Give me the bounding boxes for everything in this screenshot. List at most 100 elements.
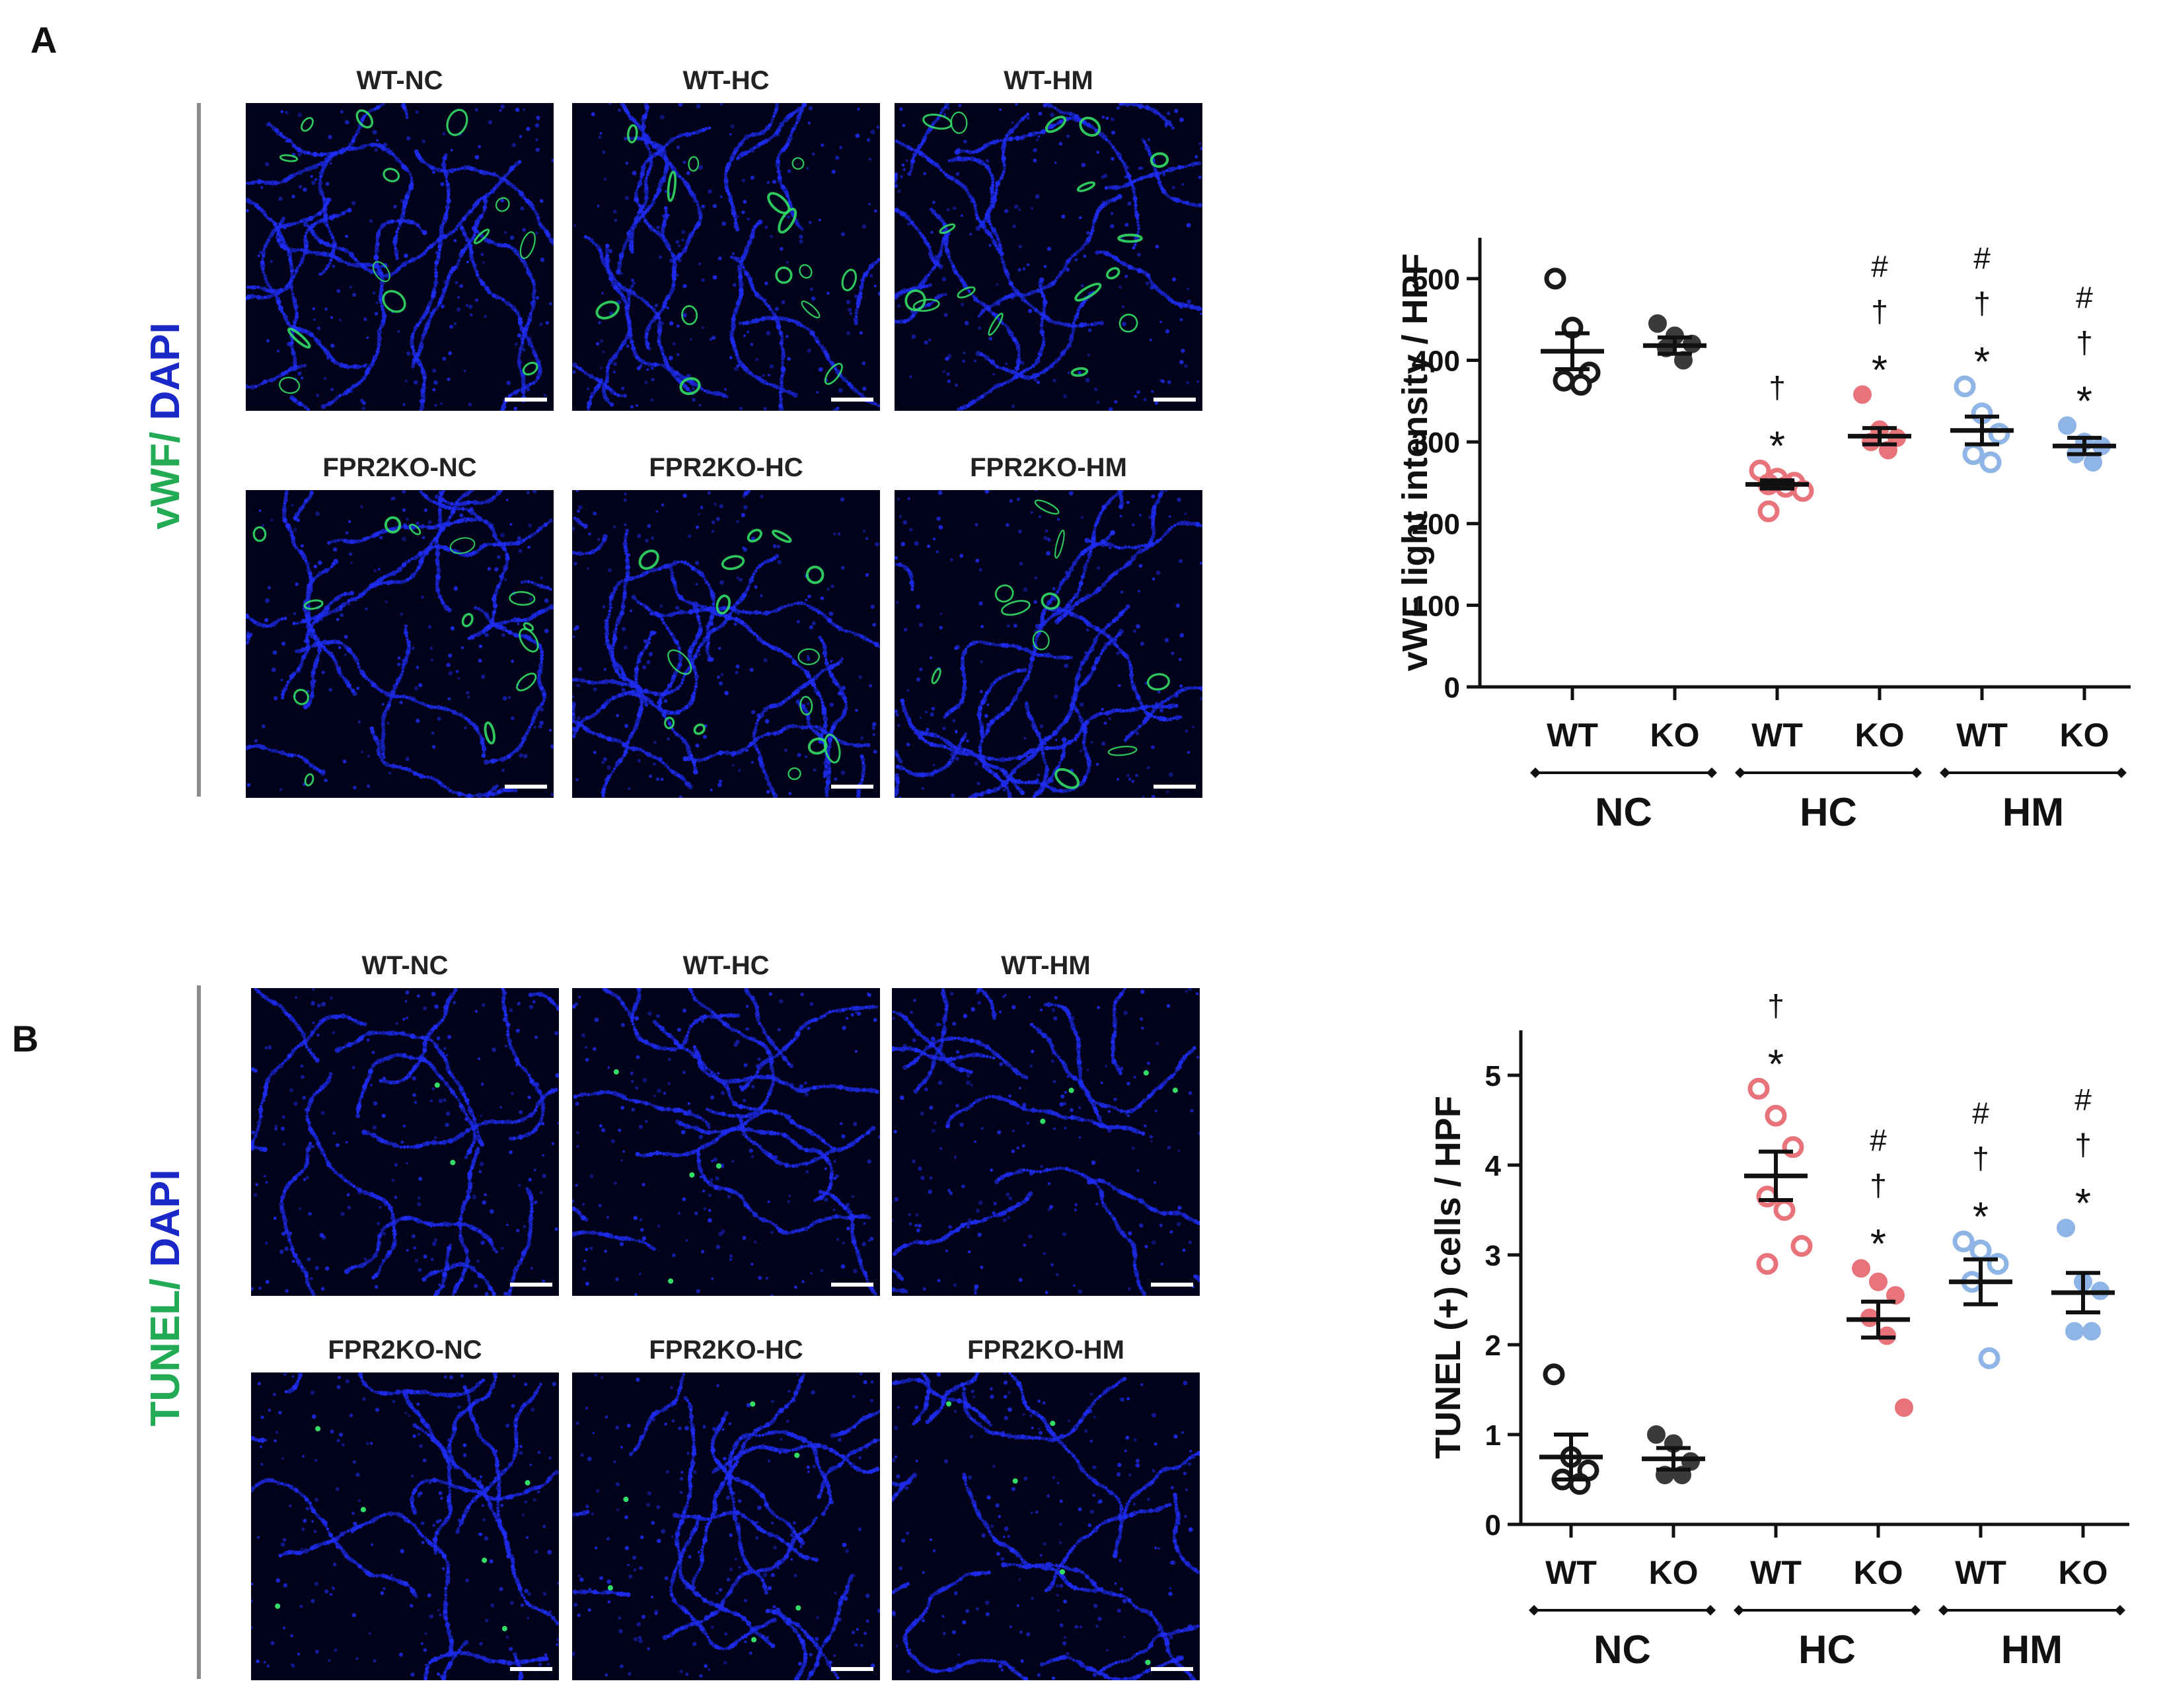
micrograph-tile: FPR2KO-NC [251, 1335, 559, 1680]
scale-bar [505, 785, 547, 789]
y-tick-label: 1 [1485, 1419, 1501, 1452]
scale-bar [1154, 785, 1196, 789]
bracket-end [1706, 767, 1717, 778]
bracket-end [2115, 1605, 2125, 1616]
panel-b-letter: B [12, 1018, 39, 1059]
tile-title: WT-HC [682, 66, 770, 95]
significance-mark: * [1872, 347, 1888, 393]
significance-mark: † [1769, 370, 1786, 404]
data-point [1647, 1425, 1666, 1444]
x-tick-label: WT [1545, 1554, 1597, 1591]
bracket-end [2116, 767, 2127, 778]
y-tick-label: 2 [1485, 1330, 1501, 1362]
data-point [1952, 1230, 1975, 1253]
data-point [1895, 1398, 1913, 1417]
group-bracket-label: NC [1594, 1627, 1651, 1672]
significance-mark: † [1767, 988, 1784, 1022]
panel-a-letter: A [30, 19, 57, 61]
micrograph-tile: FPR2KO-HC [572, 1335, 880, 1680]
group-bracket-label: HC [1798, 1627, 1856, 1672]
x-tick-label: KO [1650, 717, 1700, 754]
scale-bar [505, 398, 547, 402]
tile-title: WT-NC [361, 951, 449, 980]
panel-b-stain-label: TUNEL/ DAPI [142, 1106, 188, 1489]
tile-title: FPR2KO-HM [970, 453, 1127, 482]
tile-title: WT-HM [1001, 951, 1091, 980]
y-axis-label: TUNEL (+) cells / HPF [1428, 1096, 1468, 1459]
y-tick-label: 200 [1412, 509, 1460, 541]
significance-mark: † [1972, 1141, 1989, 1176]
tile-image [251, 988, 559, 1296]
data-point [1747, 1077, 1770, 1100]
group-bracket-label: HC [1800, 790, 1857, 834]
bracket-end [1938, 1605, 1949, 1616]
significance-mark: * [2075, 1181, 2091, 1227]
significance-mark: * [1870, 1221, 1886, 1267]
tile-title: FPR2KO-HC [649, 1335, 803, 1365]
micrograph-tile: WT-HC [572, 66, 880, 411]
data-point [1570, 374, 1592, 396]
x-tick-label: WT [1750, 1554, 1802, 1591]
y-tick-label: 3 [1485, 1240, 1501, 1272]
data-point [1853, 385, 1872, 404]
tile-image [892, 988, 1200, 1296]
tile-title: FPR2KO-NC [322, 453, 477, 482]
data-point [1674, 351, 1693, 370]
significance-mark: # [2074, 1083, 2092, 1117]
stain-slash-b: / [143, 1278, 188, 1290]
data-point [1969, 1239, 1992, 1262]
data-point [1954, 375, 1976, 398]
group-bracket-label: HM [2002, 790, 2064, 834]
tile-image [572, 103, 880, 411]
x-tick-label: WT [1955, 1554, 2006, 1591]
significance-mark: † [2076, 325, 2093, 359]
bracket-end [1735, 767, 1745, 778]
data-point [1886, 1286, 1905, 1305]
data-point [1790, 1234, 1813, 1257]
significance-mark: * [1769, 423, 1785, 469]
x-tick-label: KO [1854, 1554, 1903, 1591]
data-point [1756, 1253, 1778, 1275]
data-point [1773, 1199, 1796, 1221]
bracket-end [1940, 767, 1950, 778]
data-point [1544, 267, 1566, 290]
tunel-chart-svg: 0 1 2 3 4 5 TUNEL (+) cells / HPF WT KO WT * † KO * † #… [1428, 988, 2129, 1672]
micrograph-tile: WT-NC [246, 66, 554, 411]
scale-bar [1154, 398, 1196, 402]
y-tick-label: 300 [1412, 427, 1460, 459]
data-point [1765, 1104, 1787, 1127]
data-point [2058, 416, 2076, 435]
tile-title: FPR2KO-HM [967, 1335, 1124, 1365]
x-tick-label: KO [2059, 1554, 2108, 1591]
scale-bar [510, 1283, 552, 1287]
group-bracket-label: NC [1595, 790, 1652, 834]
bracket-end [1911, 767, 1922, 778]
scale-bar [831, 1667, 873, 1671]
tile-image [572, 1372, 880, 1680]
x-tick-label: WT [1751, 717, 1803, 754]
group-bracket-label: HM [2001, 1627, 2063, 1672]
scale-bar [831, 785, 873, 789]
significance-mark: † [2074, 1127, 2092, 1162]
micrograph-tile: FPR2KO-HC [572, 453, 880, 798]
scale-bar [510, 1667, 552, 1671]
significance-mark: * [1768, 1042, 1784, 1087]
data-point [2084, 453, 2102, 472]
micrograph-tile: FPR2KO-HM [892, 1335, 1200, 1680]
tile-title: WT-NC [356, 66, 443, 95]
data-point [1988, 423, 2010, 445]
stain-green-text-b: TUNEL [143, 1289, 188, 1427]
y-tick-label: 0 [1444, 672, 1460, 704]
data-point [1978, 1347, 2000, 1369]
micrograph-tile: WT-HM [895, 66, 1202, 411]
significance-mark: # [2076, 280, 2093, 314]
x-tick-label: WT [1956, 717, 2008, 754]
data-point [2057, 1219, 2075, 1238]
data-point [1648, 314, 1667, 333]
x-tick-label: WT [1547, 717, 1598, 754]
x-tick-label: KO [2060, 717, 2109, 754]
panel-a-divider [197, 103, 201, 797]
significance-mark: # [1972, 1096, 1989, 1131]
significance-mark: # [1973, 241, 1991, 275]
y-tick-label: 0 [1485, 1509, 1501, 1542]
